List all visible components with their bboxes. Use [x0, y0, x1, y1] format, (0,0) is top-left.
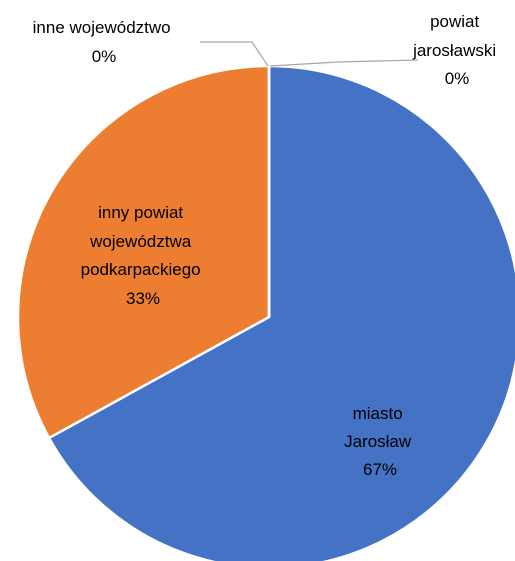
pie-slices [16, 64, 515, 561]
leader-line-powiat-jaroslawski [269, 59, 419, 67]
label-line: podkarpackiego [81, 260, 201, 279]
value-label: 0% [445, 69, 470, 88]
label-line: Jarosław [344, 432, 412, 451]
label-line: miasto [353, 404, 403, 423]
label-line: inny powiat [98, 203, 183, 222]
data-label-inny-powiat: inny powiat województwa podkarpackiego 3… [81, 203, 206, 308]
leader-lines [200, 41, 419, 67]
value-label: 33% [126, 289, 160, 308]
label-line: województwa [89, 232, 192, 251]
label-line: jarosławski [412, 41, 496, 60]
label-line: powiat [430, 12, 479, 31]
data-label-miasto-jaroslaw: miasto Jarosław 67% [344, 404, 416, 479]
leader-line-inne-wojewodztwo [200, 41, 269, 67]
value-label: 0% [92, 47, 117, 66]
label-line: inne województwo [33, 18, 171, 37]
data-label-inne-wojewodztwo: inne województwo 0% [33, 18, 176, 66]
value-label: 67% [363, 460, 397, 479]
data-label-powiat-jaroslawski: powiat jarosławski 0% [412, 12, 501, 88]
pie-slice-inny-powiat-wojew-dztwa-podkarpackiego [16, 64, 271, 440]
pie-slice-miasto-jaros-aw [47, 64, 515, 561]
